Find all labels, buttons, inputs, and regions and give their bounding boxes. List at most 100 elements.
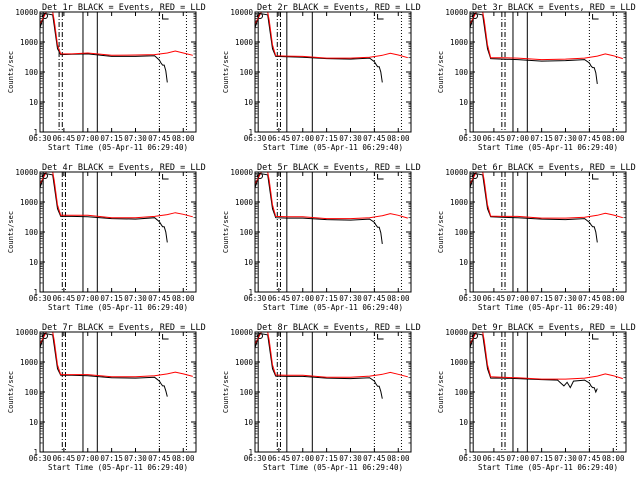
y-axis-label: Counts/sec [437,211,445,253]
x-tick-label: 06:30 [29,294,52,303]
x-tick-label: 07:45 [578,134,601,143]
x-tick-label: 08:00 [387,294,410,303]
y-tick-label: 1000 [450,358,469,367]
series-line-lld [40,12,193,56]
x-axis-label: Start Time (05-Apr-11 06:29:40) [478,303,618,312]
y-axis-label: Counts/sec [437,51,445,93]
series-line-events [255,332,383,399]
x-tick-label: 07:45 [148,134,171,143]
bracket-marker-icon [162,14,169,20]
x-tick-label: 07:00 [506,134,529,143]
chart-title: Det 9r BLACK = Events, RED = LLD [472,323,636,333]
x-tick-label: 07:45 [578,294,601,303]
x-tick-label: 07:45 [148,294,171,303]
y-tick-label: 1000 [20,358,39,367]
series-line-lld [255,172,408,220]
x-axis-label: Start Time (05-Apr-11 06:29:40) [48,143,188,152]
y-tick-label: 10 [459,258,469,267]
x-tick-label: 06:45 [268,454,291,463]
bracket-marker-icon [592,174,599,180]
y-axis-label: Counts/sec [7,371,15,413]
y-axis-label: Counts/sec [222,51,230,93]
chart-panel-8: Det 8r BLACK = Events, RED = LLD 1 10 100 10… [222,323,421,472]
chart-title: Det 5r BLACK = Events, RED = LLD [257,163,421,173]
series-line-events [470,12,598,84]
x-tick-label: 06:45 [483,454,506,463]
x-tick-label: 07:15 [100,454,123,463]
x-tick-label: 06:45 [53,294,76,303]
x-axis-label: Start Time (05-Apr-11 06:29:40) [263,143,403,152]
plot-frame [254,331,412,453]
x-axis-label: Start Time (05-Apr-11 06:29:40) [263,303,403,312]
x-tick-label: 07:00 [76,134,99,143]
x-tick-label: 07:30 [554,294,577,303]
y-tick-label: 10000 [15,168,38,177]
x-axis-label: Start Time (05-Apr-11 06:29:40) [478,463,618,472]
x-tick-label: 07:00 [506,454,529,463]
y-axis-label: Counts/sec [222,211,230,253]
x-tick-label: 07:30 [124,454,147,463]
start-marker-icon [257,13,263,19]
x-tick-label: 06:45 [53,134,76,143]
plot-frame [39,331,197,453]
y-tick-label: 10000 [230,168,253,177]
series-line-events [470,172,598,243]
x-tick-label: 06:45 [268,134,291,143]
chart-panel-9: Det 9r BLACK = Events, RED = LLD 1 10 100 10… [437,323,636,472]
y-tick-label: 10 [29,418,39,427]
x-tick-label: 07:00 [76,454,99,463]
bracket-marker-icon [377,334,384,340]
series-line-lld [255,332,408,378]
y-tick-label: 10000 [230,328,253,337]
plot-frame [469,11,627,133]
start-marker-icon [257,173,263,179]
x-tick-label: 07:15 [530,454,553,463]
y-tick-label: 10 [459,418,469,427]
bracket-marker-icon [377,174,384,180]
y-axis-label: Counts/sec [437,371,445,413]
x-tick-label: 07:15 [315,454,338,463]
plot-frame [39,11,197,133]
chart-title: Det 4r BLACK = Events, RED = LLD [42,163,206,173]
x-axis-label: Start Time (05-Apr-11 06:29:40) [48,463,188,472]
y-tick-label: 100 [239,388,253,397]
chart-title: Det 2r BLACK = Events, RED = LLD [257,3,421,13]
x-tick-label: 07:00 [291,294,314,303]
y-tick-label: 100 [24,228,38,237]
chart-title: Det 7r BLACK = Events, RED = LLD [42,323,206,333]
x-tick-label: 07:15 [315,134,338,143]
x-tick-label: 06:30 [244,454,267,463]
y-tick-label: 1000 [235,198,254,207]
chart-panel-7: Det 7r BLACK = Events, RED = LLD 1 10 100 10… [7,323,206,472]
series-line-lld [40,332,193,378]
x-tick-label: 08:00 [602,454,625,463]
series-line-events [255,12,383,83]
x-tick-label: 07:30 [339,134,362,143]
y-tick-label: 1 [248,448,253,457]
x-tick-label: 07:15 [530,134,553,143]
x-tick-label: 08:00 [172,134,195,143]
series-line-lld [470,332,623,380]
chart-panel-5: Det 5r BLACK = Events, RED = LLD 1 10 100 10… [222,163,421,312]
x-tick-label: 07:00 [76,294,99,303]
x-tick-label: 06:30 [29,134,52,143]
y-tick-label: 100 [239,68,253,77]
plot-frame [469,331,627,453]
start-marker-icon [42,333,48,339]
x-tick-label: 07:45 [363,294,386,303]
bracket-marker-icon [162,174,169,180]
series-line-events [40,332,168,397]
series-line-events [40,172,168,243]
y-tick-label: 10 [459,98,469,107]
x-tick-label: 06:45 [268,294,291,303]
x-tick-label: 06:30 [244,294,267,303]
y-tick-label: 100 [454,68,468,77]
start-marker-icon [257,333,263,339]
y-tick-label: 10 [29,98,39,107]
series-line-events [255,172,383,244]
plot-frame [39,171,197,293]
x-tick-label: 07:00 [291,454,314,463]
y-tick-label: 10 [244,418,254,427]
y-axis-label: Counts/sec [7,51,15,93]
